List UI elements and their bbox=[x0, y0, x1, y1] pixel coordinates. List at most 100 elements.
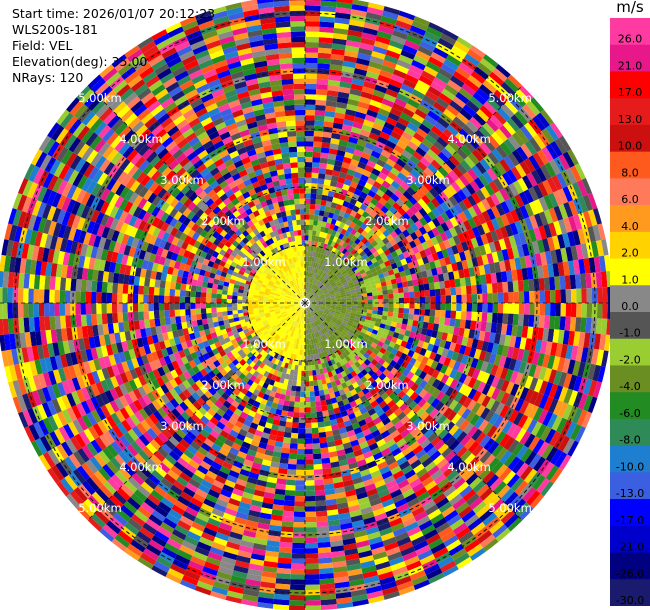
range-gate bbox=[308, 375, 314, 382]
range-gate bbox=[390, 262, 398, 270]
range-gate bbox=[305, 459, 314, 465]
range-gate bbox=[318, 426, 326, 433]
range-gate bbox=[385, 438, 396, 448]
range-gate bbox=[441, 162, 453, 174]
range-gate bbox=[443, 357, 452, 367]
range-gate bbox=[348, 24, 364, 33]
range-gate bbox=[495, 271, 503, 283]
range-gate bbox=[280, 452, 290, 459]
range-gate bbox=[472, 480, 486, 494]
range-gate bbox=[467, 543, 483, 557]
range-gate bbox=[508, 303, 514, 314]
range-gate bbox=[370, 257, 378, 264]
range-gate bbox=[321, 322, 326, 328]
range-gate bbox=[346, 429, 356, 438]
range-gate bbox=[503, 436, 516, 451]
range-gate bbox=[423, 563, 441, 575]
range-gate bbox=[348, 271, 355, 277]
range-gate bbox=[364, 391, 373, 400]
range-gate bbox=[305, 162, 313, 168]
range-gate bbox=[547, 236, 556, 251]
range-gate bbox=[316, 319, 321, 325]
range-gate bbox=[311, 278, 315, 284]
range-gate bbox=[471, 133, 484, 146]
range-gate bbox=[494, 402, 505, 416]
range-gate bbox=[396, 282, 403, 289]
range-gate bbox=[436, 371, 445, 382]
range-gate bbox=[560, 289, 566, 303]
range-gate bbox=[514, 372, 524, 386]
range-gate bbox=[395, 158, 407, 168]
range-gate bbox=[396, 456, 408, 466]
range-gate bbox=[344, 274, 351, 280]
range-gate bbox=[520, 125, 534, 141]
range-gate bbox=[336, 304, 342, 307]
range-gate bbox=[587, 380, 598, 397]
range-gate bbox=[323, 126, 333, 133]
range-gate bbox=[332, 33, 348, 41]
range-gate bbox=[392, 29, 408, 40]
range-gate bbox=[319, 264, 324, 271]
range-gate bbox=[314, 306, 320, 309]
range-gate bbox=[537, 182, 549, 197]
range-gate bbox=[340, 228, 347, 236]
range-gate bbox=[398, 303, 405, 309]
range-gate bbox=[492, 292, 499, 303]
range-gate bbox=[336, 226, 343, 234]
range-gate bbox=[479, 58, 496, 72]
range-gate bbox=[312, 437, 320, 444]
range-gate bbox=[483, 243, 492, 255]
range-gate bbox=[376, 438, 386, 448]
range-gate bbox=[421, 341, 430, 350]
range-gate bbox=[441, 265, 448, 274]
range-gate bbox=[352, 348, 360, 355]
range-gate bbox=[434, 170, 445, 181]
range-gate bbox=[448, 237, 457, 247]
range-gate bbox=[390, 278, 397, 285]
range-gate bbox=[409, 182, 420, 193]
range-gate bbox=[538, 394, 549, 410]
range-gate bbox=[479, 142, 492, 156]
range-gate bbox=[330, 59, 344, 66]
range-gate bbox=[385, 49, 401, 60]
range-gate bbox=[359, 156, 369, 165]
range-gate bbox=[380, 319, 387, 325]
range-gate bbox=[529, 303, 535, 316]
range-gate bbox=[518, 400, 530, 415]
range-gate bbox=[403, 292, 410, 298]
range-gate bbox=[315, 326, 320, 332]
range-gate bbox=[327, 314, 333, 319]
range-gate bbox=[320, 226, 326, 233]
range-gate bbox=[414, 290, 420, 298]
range-gate bbox=[317, 541, 331, 549]
range-gate bbox=[587, 363, 597, 381]
range-gate bbox=[306, 293, 309, 299]
range-gate bbox=[318, 275, 323, 282]
range-gate bbox=[350, 370, 358, 378]
range-gate bbox=[504, 491, 519, 507]
range-gate bbox=[338, 334, 344, 340]
range-gate bbox=[314, 305, 321, 308]
range-gate bbox=[467, 206, 478, 218]
range-gate bbox=[361, 446, 371, 455]
range-gate bbox=[546, 413, 558, 429]
range-gate bbox=[427, 432, 438, 443]
range-gate bbox=[536, 112, 550, 129]
range-gate bbox=[409, 303, 415, 309]
range-gate bbox=[324, 344, 329, 351]
range-gate bbox=[390, 348, 399, 356]
range-gate bbox=[361, 387, 370, 395]
range-gate bbox=[480, 321, 487, 332]
range-gate bbox=[560, 247, 568, 263]
range-gate bbox=[305, 469, 315, 476]
range-gate bbox=[485, 397, 496, 411]
range-gate bbox=[509, 396, 520, 410]
range-gate bbox=[400, 323, 408, 331]
range-gate bbox=[295, 480, 305, 486]
range-gate bbox=[470, 237, 479, 249]
range-gate bbox=[458, 394, 468, 406]
range-gate bbox=[389, 107, 403, 117]
range-gate bbox=[508, 409, 519, 424]
range-gate bbox=[393, 303, 399, 308]
range-gate bbox=[578, 331, 586, 348]
